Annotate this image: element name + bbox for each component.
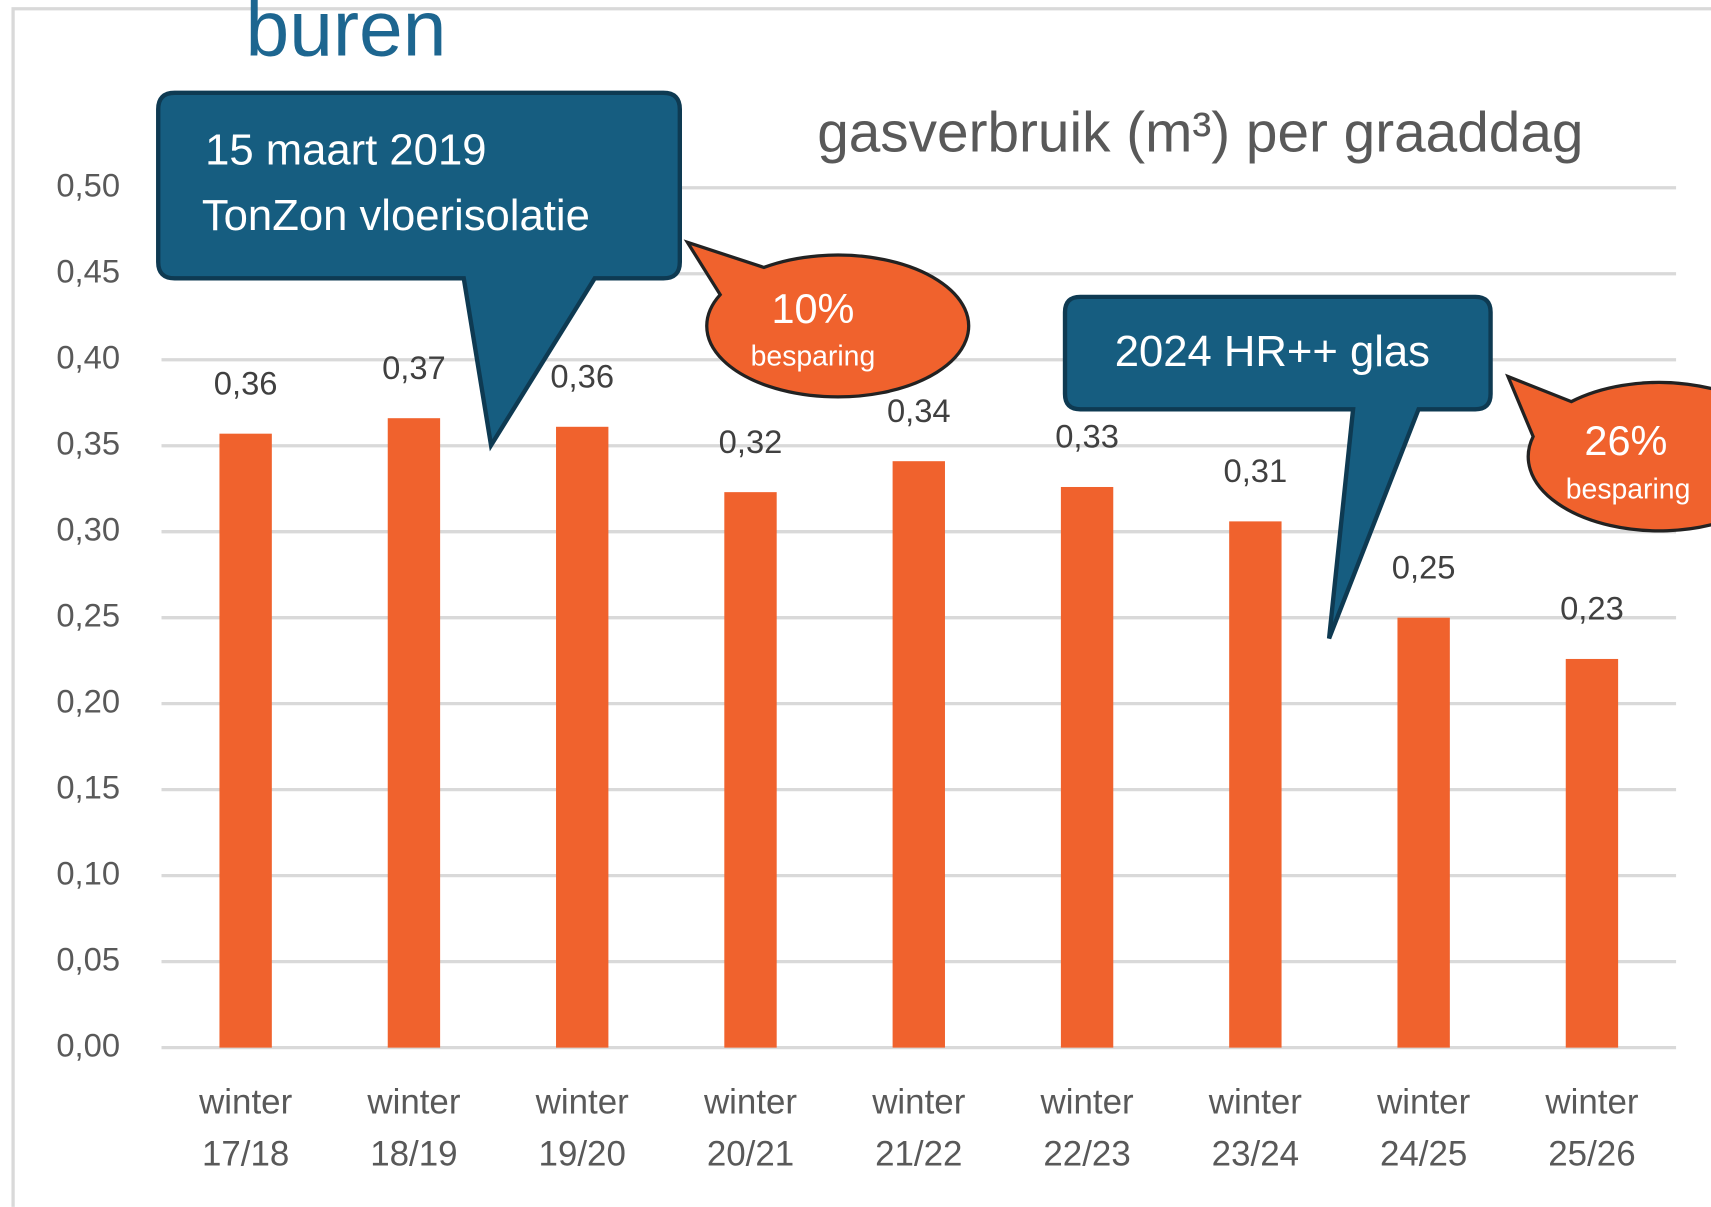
x-tick-label: winter 25/26 — [1544, 1083, 1638, 1174]
y-tick-label: 0,35 — [56, 424, 120, 461]
callout-text: 15 maart 2019 — [205, 125, 486, 174]
bar — [1060, 486, 1114, 1048]
y-tick-label: 0,05 — [56, 940, 120, 977]
x-tick-label: winter 23/24 — [1208, 1083, 1302, 1174]
saving-text: besparing — [751, 340, 876, 372]
bar — [724, 492, 777, 1048]
y-tick-label: 0,40 — [56, 338, 120, 375]
callout-text: TonZon vloerisolatie — [202, 191, 590, 240]
y-tick-label: 0,10 — [56, 854, 120, 891]
y-tick-label: 0,20 — [56, 682, 120, 719]
y-tick-label: 0,45 — [56, 252, 120, 289]
bar — [892, 461, 945, 1048]
data-label: 0,37 — [382, 349, 446, 386]
bar — [387, 418, 441, 1048]
callout-text: 2024 HR++ glas — [1115, 327, 1430, 376]
bar — [1397, 617, 1450, 1048]
x-tick-label: winter 20/21 — [703, 1083, 797, 1174]
saving-text: 26% — [1584, 417, 1667, 464]
data-label: 0,36 — [214, 364, 278, 401]
y-tick-label: 0,50 — [56, 166, 120, 203]
plot-area: 0,00 0,05 0,10 0,15 0,20 0,25 0,30 0,35 0,40 0,45… — [56, 166, 1677, 1174]
bar — [219, 433, 272, 1048]
heading: buren — [246, 0, 447, 73]
bar — [556, 426, 609, 1048]
chart-title: gasverbruik (m³) per graaddag — [817, 101, 1583, 164]
x-tick-label: winter 17/18 — [198, 1083, 292, 1174]
saving-bubble — [1505, 373, 1711, 533]
x-tick-label: winter 22/23 — [1040, 1083, 1134, 1174]
data-label: 0,36 — [550, 357, 614, 394]
data-label: 0,31 — [1224, 452, 1288, 489]
y-tick-label: 0,25 — [56, 596, 120, 633]
data-label: 0,23 — [1560, 590, 1624, 627]
saving-text: 10% — [771, 285, 854, 332]
chart-frame — [11, 7, 1711, 1207]
callout-box — [1062, 294, 1493, 640]
data-label: 0,34 — [887, 392, 951, 429]
callout-box — [156, 90, 682, 452]
y-tick-label: 0,15 — [56, 768, 120, 805]
bar — [1565, 658, 1619, 1048]
x-tick-label: winter 18/19 — [366, 1083, 460, 1174]
y-tick-label: 0,30 — [56, 510, 120, 547]
data-label: 0,33 — [1055, 418, 1119, 455]
saving-text: besparing — [1566, 474, 1691, 506]
data-label: 0,32 — [719, 423, 783, 460]
y-tick-label: 0,00 — [56, 1026, 120, 1063]
x-tick-label: winter 19/20 — [535, 1083, 629, 1174]
x-tick-label: winter 21/22 — [871, 1083, 965, 1174]
x-tick-label: winter 24/25 — [1376, 1083, 1470, 1174]
bar — [1229, 521, 1282, 1048]
data-label: 0,25 — [1392, 548, 1456, 585]
saving-bubble — [683, 239, 971, 399]
